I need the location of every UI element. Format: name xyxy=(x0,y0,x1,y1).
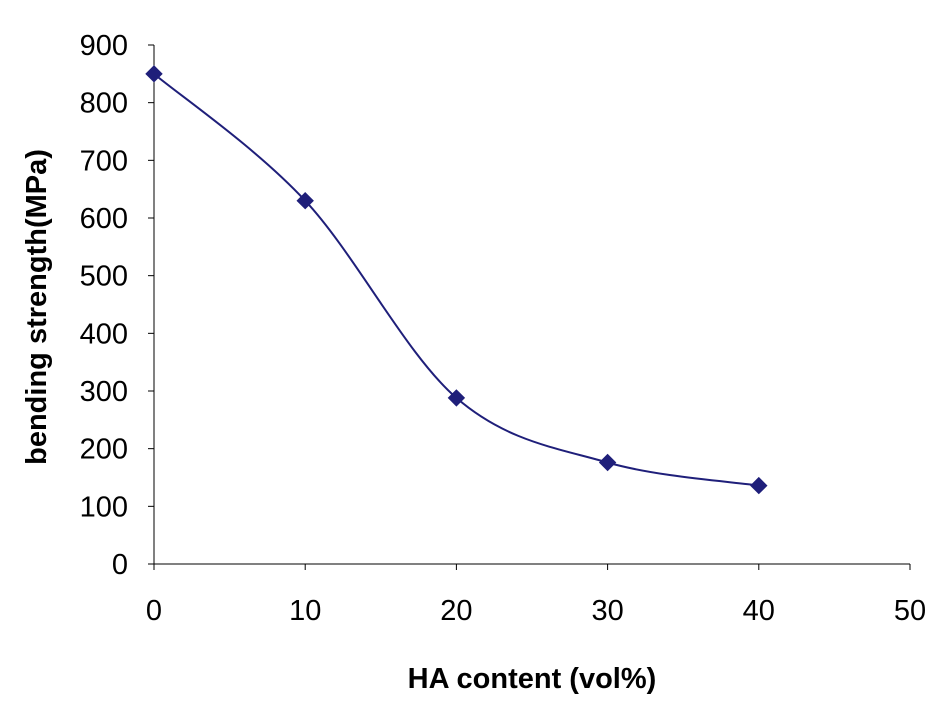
y-tick-label: 900 xyxy=(80,30,128,62)
y-tick-label: 400 xyxy=(80,318,128,350)
x-axis-title: HA content (vol%) xyxy=(408,663,657,695)
y-tick-label: 800 xyxy=(80,88,128,120)
data-point-marker xyxy=(447,389,466,407)
x-tick-label: 10 xyxy=(289,595,321,627)
y-tick-label: 600 xyxy=(80,203,128,235)
axes xyxy=(153,45,910,565)
y-tick-label: 200 xyxy=(80,434,128,466)
y-tick-label: 700 xyxy=(80,145,128,177)
x-axis-ticks: 0 10 20 30 40 50 xyxy=(146,564,926,627)
y-axis-title: bending strength(MPa) xyxy=(21,149,53,465)
y-tick-label: 500 xyxy=(80,261,128,293)
x-tick-label: 0 xyxy=(146,595,162,627)
data-point-marker xyxy=(145,65,163,83)
series-layer xyxy=(145,65,768,495)
x-tick-label: 40 xyxy=(743,595,775,627)
data-point-marker xyxy=(750,476,768,495)
y-axis-ticks: 0 100 200 300 400 500 600 700 800 900 xyxy=(80,30,154,581)
x-tick-label: 20 xyxy=(440,595,472,627)
series-line xyxy=(153,73,759,487)
y-tick-label: 300 xyxy=(80,376,128,408)
y-tick-label: 100 xyxy=(80,491,128,523)
y-tick-label: 0 xyxy=(112,549,128,581)
x-tick-label: 30 xyxy=(591,595,623,627)
data-point-marker xyxy=(296,191,314,210)
data-point-marker xyxy=(598,453,617,472)
x-tick-label: 50 xyxy=(894,595,926,627)
